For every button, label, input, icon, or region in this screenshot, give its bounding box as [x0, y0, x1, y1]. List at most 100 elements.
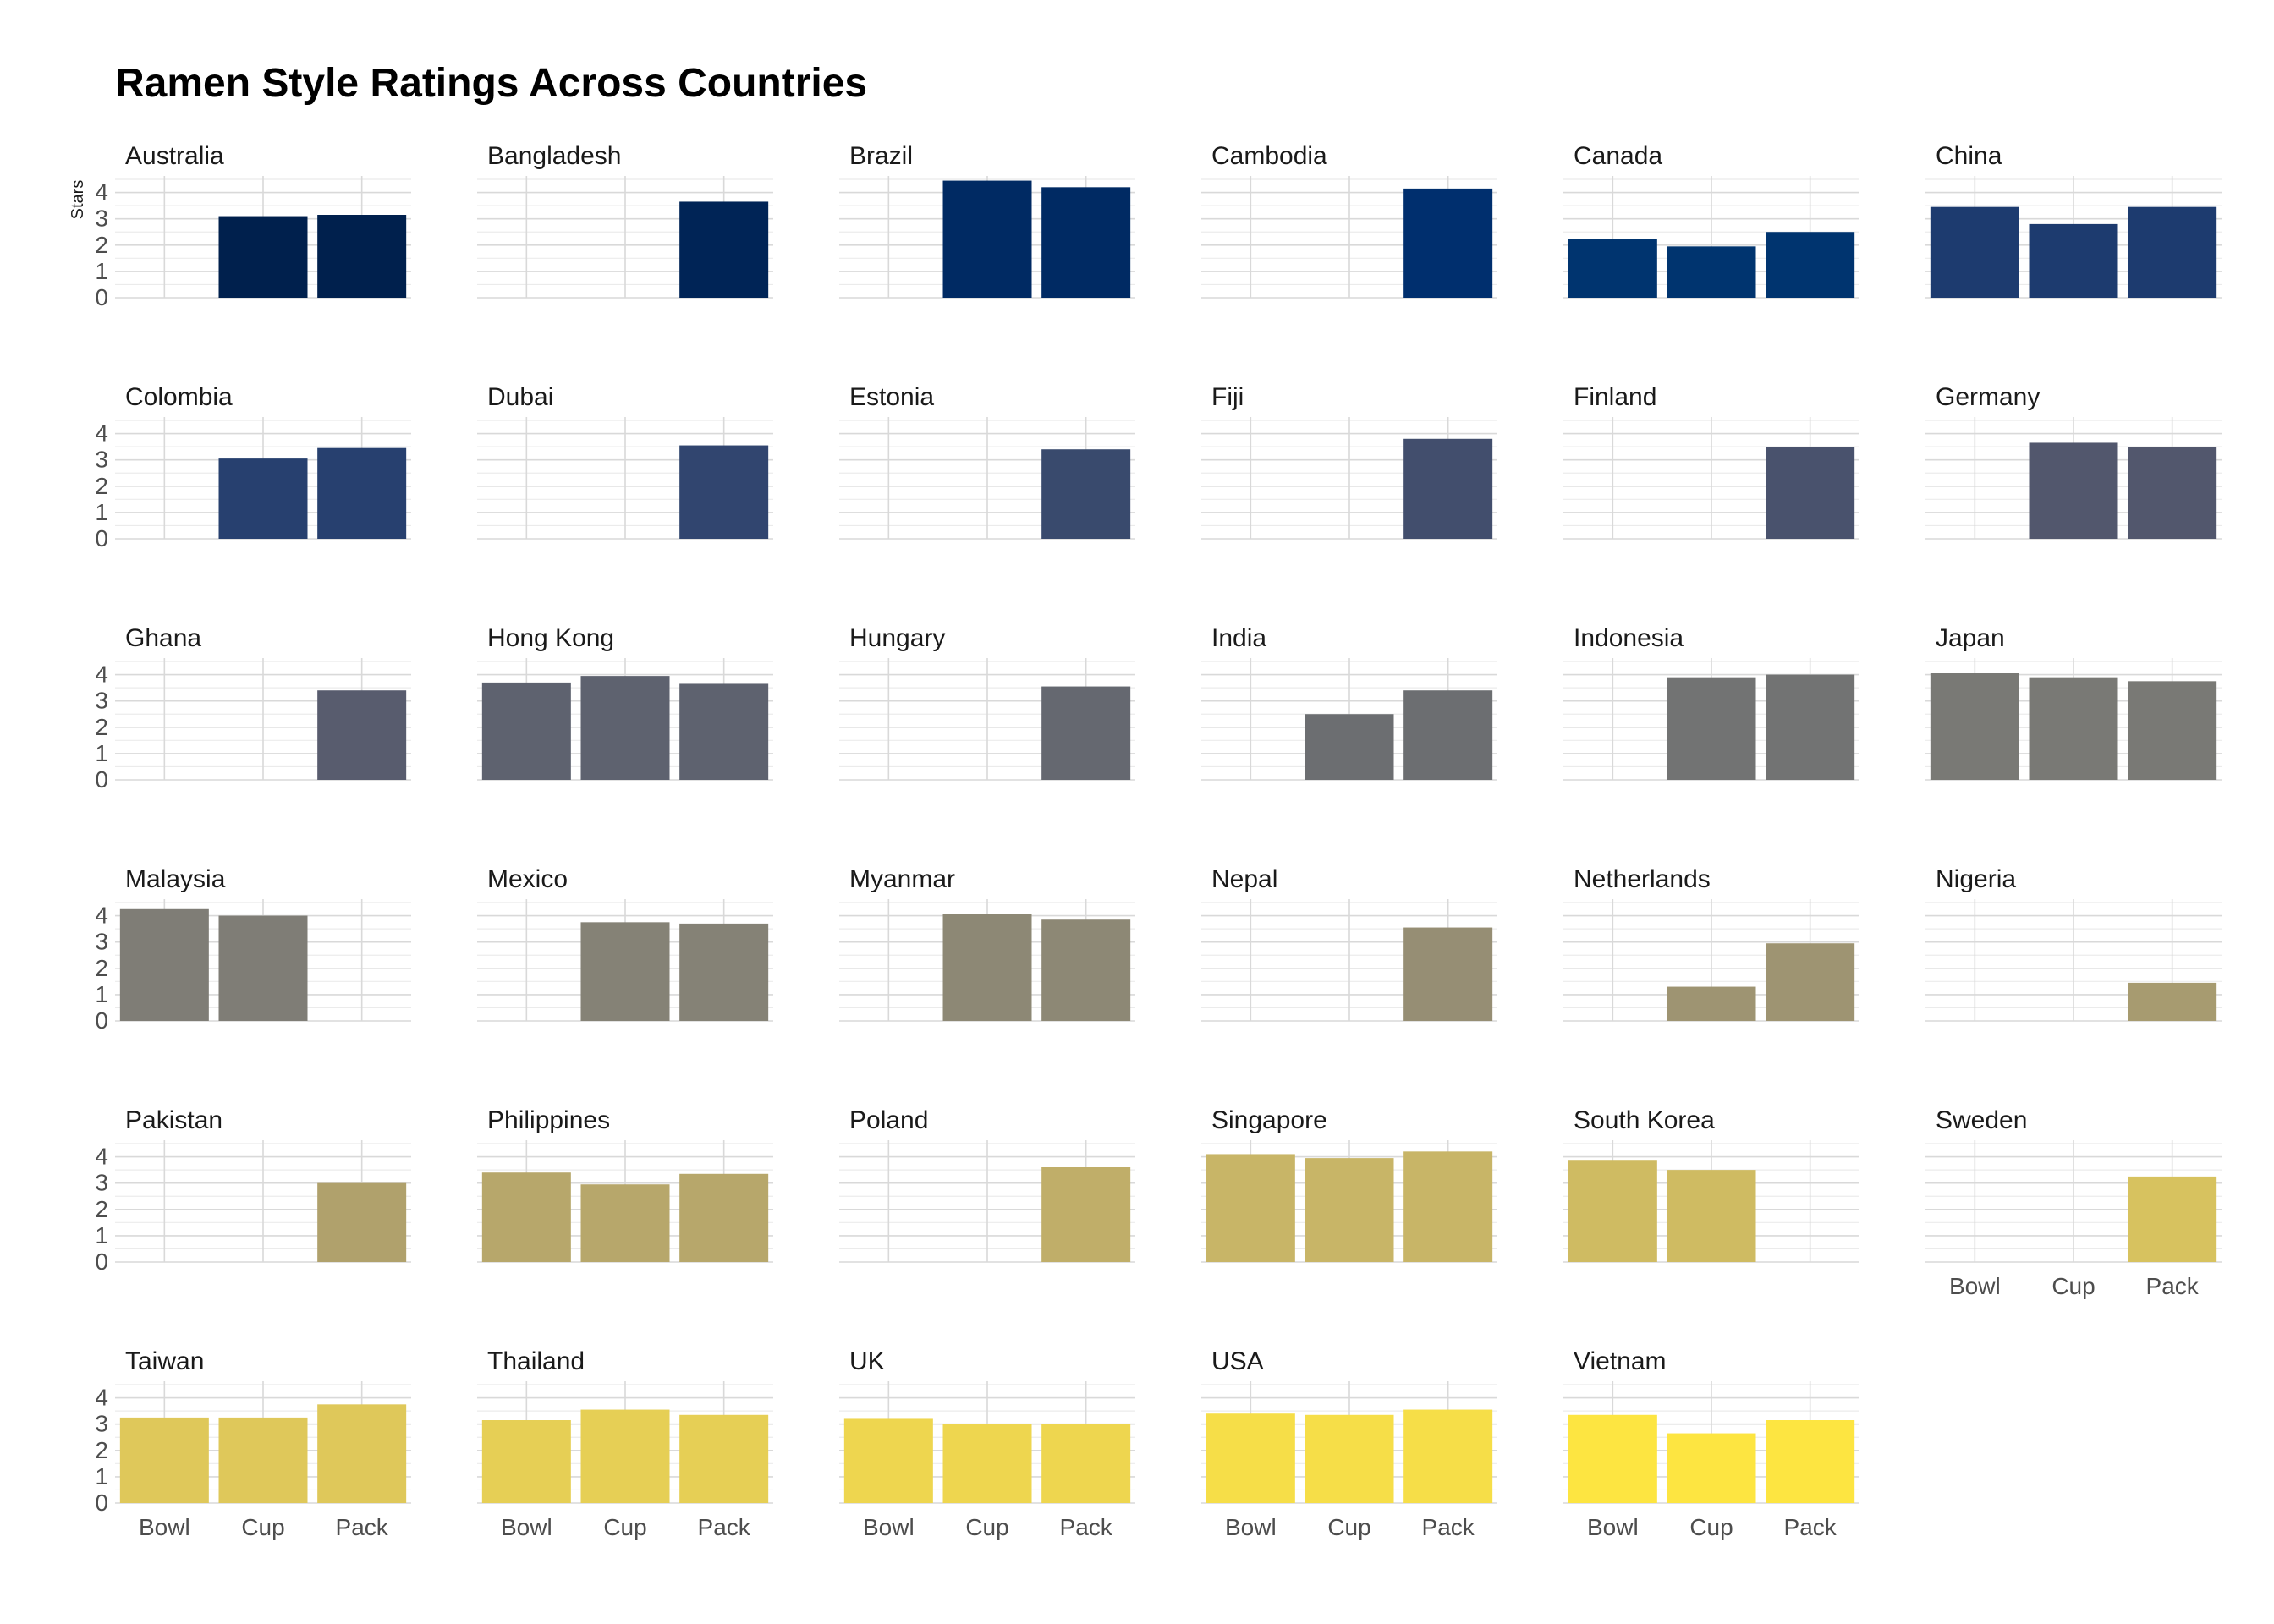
y-tick-label: 1 — [95, 1222, 108, 1248]
bar — [1305, 714, 1394, 780]
facet-panel: Mexico — [477, 865, 773, 1022]
bar — [218, 915, 308, 1021]
x-tick-label: Bowl — [1587, 1514, 1639, 1540]
bar — [218, 458, 308, 539]
y-tick-label: 2 — [95, 1437, 108, 1463]
y-tick-label: 2 — [95, 1196, 108, 1222]
bar — [317, 447, 407, 539]
facet-label: Vietnam — [1574, 1347, 1667, 1375]
facet-panel: Brazil — [839, 142, 1135, 299]
facet-label: South Korea — [1574, 1106, 1715, 1134]
facet-label: Poland — [849, 1106, 928, 1134]
bar — [1403, 438, 1493, 539]
facet-label: Singapore — [1211, 1106, 1327, 1134]
bar — [580, 1184, 670, 1262]
facet-panel: Dubai — [477, 383, 773, 540]
facet-panel: Hungary — [839, 624, 1135, 781]
y-tick-label: 1 — [95, 740, 108, 766]
bar — [1766, 232, 1855, 298]
y-tick-label: 0 — [95, 1007, 108, 1034]
x-tick-label: Cup — [1689, 1514, 1733, 1540]
facet-panel: Poland — [839, 1106, 1135, 1263]
facet-label: Netherlands — [1574, 865, 1711, 893]
y-tick-label: 1 — [95, 499, 108, 525]
bar — [1568, 1160, 1657, 1262]
bar — [942, 180, 1032, 298]
facet-label: Nigeria — [1936, 865, 2016, 893]
facet-panel: Philippines — [477, 1106, 773, 1263]
facet-label: India — [1211, 624, 1266, 652]
facet-label: Cambodia — [1211, 142, 1327, 170]
bar — [317, 1182, 407, 1262]
y-tick-label: 3 — [95, 1170, 108, 1196]
bar — [1403, 690, 1493, 780]
y-tick-label: 4 — [95, 661, 108, 688]
y-tick-label: 0 — [95, 525, 108, 551]
bar — [1766, 1420, 1855, 1503]
y-tick-label: 3 — [95, 688, 108, 714]
y-tick-label: 2 — [95, 232, 108, 258]
facet-label: Germany — [1936, 383, 2040, 411]
facet-label: Myanmar — [849, 865, 955, 893]
facet-label: Canada — [1574, 142, 1662, 170]
y-tick-label: 1 — [95, 981, 108, 1007]
facet-panel: Thailand Bowl Cup Pack — [477, 1347, 773, 1540]
bar — [679, 1414, 769, 1503]
facet-panel: Cambodia — [1201, 142, 1497, 299]
bar — [1667, 986, 1756, 1021]
bar — [1766, 943, 1855, 1021]
facet-label: Mexico — [487, 865, 568, 893]
bar — [679, 445, 769, 539]
bar — [2029, 223, 2118, 298]
y-tick-label: 4 — [95, 420, 108, 447]
x-tick-label: Bowl — [863, 1514, 915, 1540]
facet-label: Indonesia — [1574, 624, 1684, 652]
bar — [1766, 674, 1855, 780]
facet-label: Ghana — [125, 624, 201, 652]
bar — [1206, 1154, 1295, 1262]
bar — [317, 215, 407, 298]
bar — [679, 201, 769, 298]
y-tick-label: 3 — [95, 929, 108, 955]
bar — [218, 1417, 308, 1503]
x-tick-label: Cup — [965, 1514, 1008, 1540]
facet-label: Colombia — [125, 383, 233, 411]
y-tick-label: 2 — [95, 955, 108, 981]
bar — [1403, 1409, 1493, 1503]
facet-panel: Estonia — [839, 383, 1135, 540]
facet-label: UK — [849, 1347, 885, 1375]
bar — [317, 1404, 407, 1503]
bar — [1667, 677, 1756, 780]
facet-label: USA — [1211, 1347, 1264, 1375]
bar — [1930, 673, 2019, 780]
facet-panel: Sweden Bowl Cup Pack — [1925, 1106, 2222, 1299]
x-tick-label: Cup — [241, 1514, 284, 1540]
bar — [1403, 927, 1493, 1021]
bar — [481, 682, 571, 780]
bar — [1206, 1413, 1295, 1503]
bar — [1041, 686, 1131, 780]
facet-panel: Germany — [1925, 383, 2222, 540]
bar — [1568, 1414, 1657, 1503]
y-tick-label: 0 — [95, 1490, 108, 1516]
facet-panel: Vietnam Bowl Cup Pack — [1563, 1347, 1859, 1540]
facet-panel: China — [1925, 142, 2222, 299]
facet-label: Estonia — [849, 383, 934, 411]
x-tick-label: Pack — [1060, 1514, 1113, 1540]
facet-label: Hong Kong — [487, 624, 614, 652]
facet-label: China — [1936, 142, 2002, 170]
bar — [580, 1409, 670, 1503]
bar — [1568, 239, 1657, 298]
bar — [1305, 1414, 1394, 1503]
bar — [1041, 449, 1131, 539]
x-tick-label: Pack — [2146, 1273, 2200, 1299]
bar — [218, 216, 308, 298]
bar — [2128, 681, 2217, 780]
facet-panel: Fiji — [1201, 383, 1497, 540]
facet-label: Malaysia — [125, 865, 226, 893]
x-tick-label: Pack — [1784, 1514, 1837, 1540]
bar — [1667, 1170, 1756, 1262]
bar — [1930, 206, 2019, 298]
y-tick-label: 0 — [95, 284, 108, 310]
